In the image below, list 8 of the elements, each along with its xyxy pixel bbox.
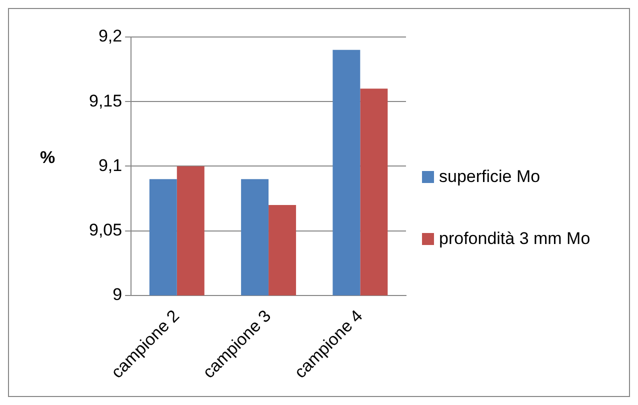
y-tick-label: 9,1: [98, 156, 122, 175]
legend-label: profondità 3 mm Mo: [439, 228, 592, 250]
y-tick-label: 9,05: [88, 220, 122, 240]
y-tick-label: 9: [112, 285, 122, 304]
y-tick-label: 9,15: [88, 91, 122, 110]
y-axis-title: %: [40, 148, 56, 168]
y-tick-label: 9,2: [98, 26, 122, 46]
legend-label: superficie Mo: [439, 166, 542, 188]
